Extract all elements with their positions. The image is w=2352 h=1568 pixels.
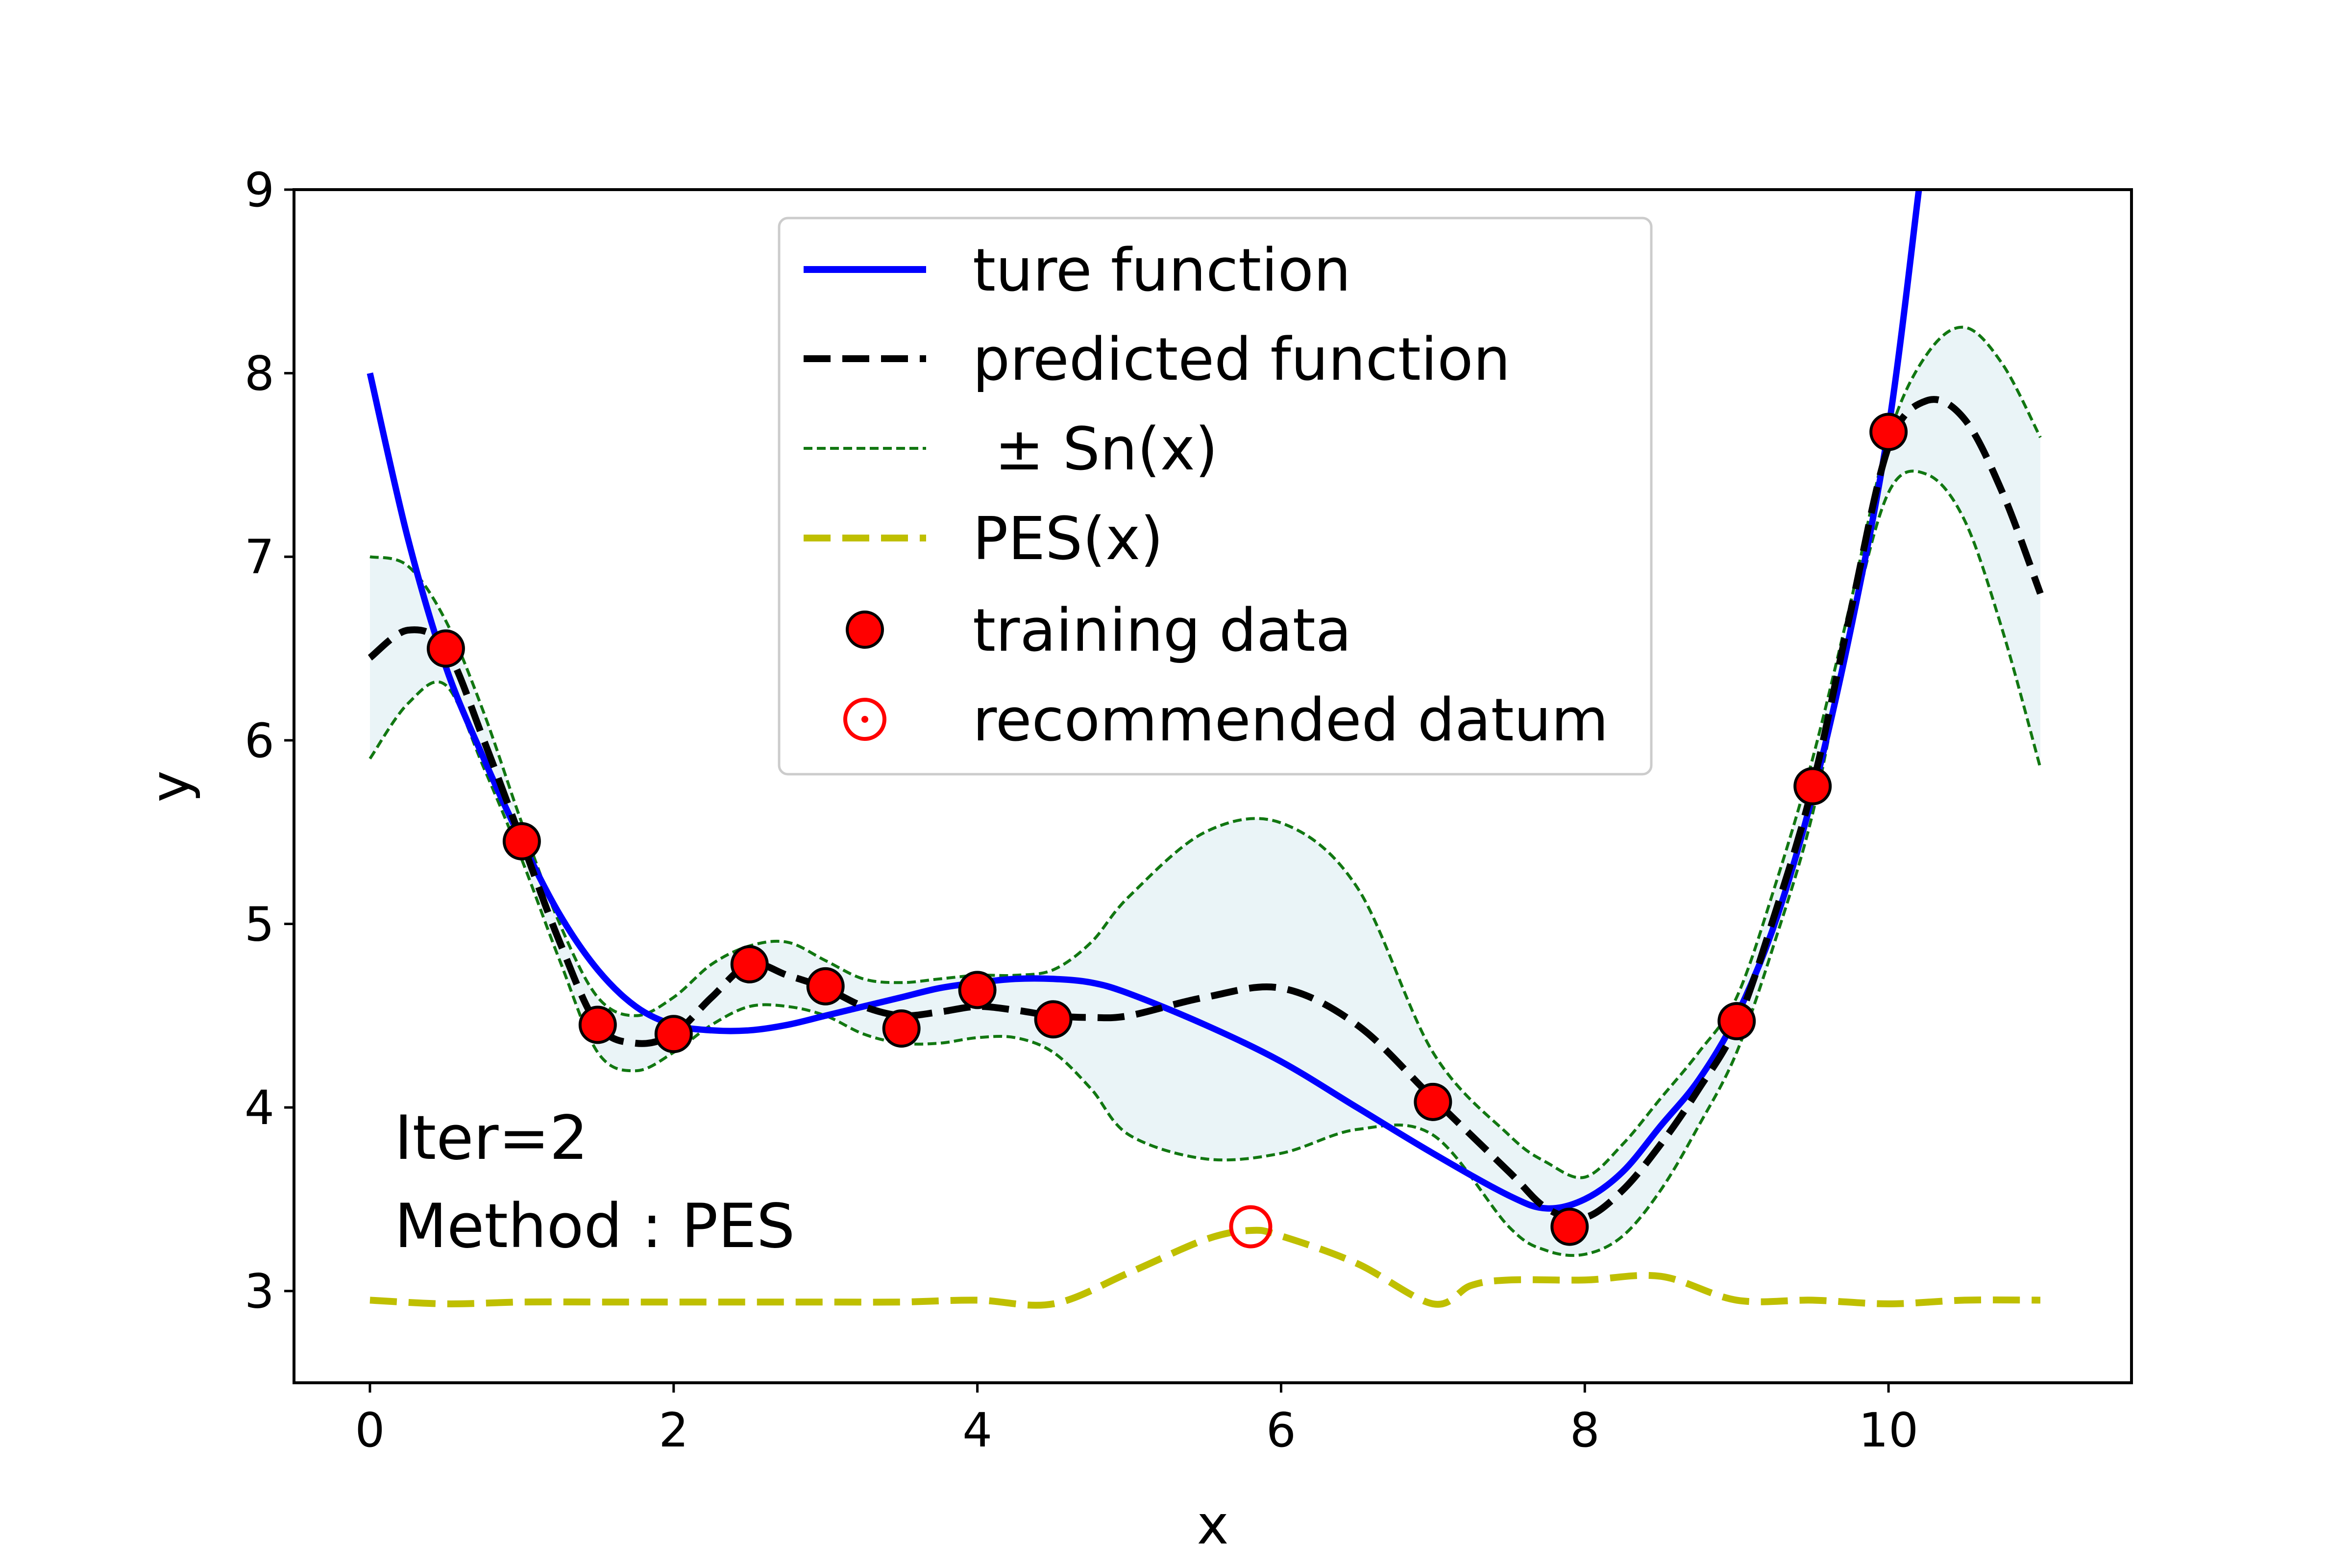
legend-marker-recommended-datum (843, 698, 886, 741)
y-tick-label: 7 (245, 530, 274, 585)
uncertainty-band-fill (370, 327, 2040, 1256)
x-tick-label: 0 (355, 1403, 385, 1458)
recommended-datum-point (1229, 1205, 1273, 1249)
legend: ture function predicted function ± Sn(x)… (778, 217, 1653, 776)
y-tick-label: 4 (245, 1080, 274, 1135)
legend-label-true-function: ture function (973, 237, 1351, 305)
training-point (578, 1005, 617, 1044)
training-point (730, 945, 769, 983)
training-point (806, 967, 845, 1005)
legend-label-recommended-datum: recommended datum (973, 686, 1609, 755)
y-tick-label: 9 (245, 163, 274, 218)
legend-label-pes: PES(x) (973, 505, 1163, 573)
training-point (1793, 767, 1832, 806)
legend-marker-recommended-datum-center (861, 716, 868, 723)
legend-marker-training-data (846, 611, 884, 649)
training-point (1717, 1002, 1756, 1041)
training-point (426, 629, 465, 668)
uncertainty-band-group (368, 325, 2042, 1257)
y-axis-label: y (139, 770, 201, 802)
pes-line (369, 1226, 2041, 1309)
x-tick-label: 8 (1570, 1403, 1600, 1458)
annotation-iteration: Iter=2 (394, 1103, 588, 1174)
training-point (654, 1015, 693, 1054)
y-tick-label: 3 (245, 1264, 274, 1319)
training-point (502, 822, 541, 860)
annotation-method: Method : PES (394, 1191, 795, 1262)
data-points-group (426, 413, 1908, 1249)
y-tick-label: 6 (245, 713, 274, 768)
band-upper-line (369, 325, 2042, 1179)
legend-label-predicted-function: predicted function (973, 326, 1511, 394)
x-tick-label: 10 (1859, 1403, 1918, 1458)
training-point (1414, 1082, 1452, 1121)
y-axis-ticks: 3 4 5 6 7 8 9 (245, 163, 294, 1319)
y-tick-label: 5 (245, 897, 274, 952)
training-point (1550, 1207, 1589, 1246)
x-axis-ticks: 0 2 4 6 8 10 (355, 1383, 1918, 1458)
x-tick-label: 6 (1266, 1403, 1296, 1458)
series-lines-group (367, 190, 2044, 1309)
training-point (1034, 1000, 1073, 1039)
x-tick-label: 2 (659, 1403, 688, 1458)
legend-label-training-data: training data (973, 597, 1351, 665)
legend-box (778, 217, 1653, 776)
legend-label-sn-band: ± Sn(x) (995, 416, 1218, 484)
training-point (958, 971, 997, 1009)
plot-frame (293, 188, 2133, 1384)
training-point (1869, 413, 1908, 451)
training-point (882, 1009, 921, 1048)
x-tick-label: 4 (962, 1403, 992, 1458)
x-axis-label: x (1197, 1494, 1228, 1556)
y-tick-label: 8 (245, 346, 274, 401)
